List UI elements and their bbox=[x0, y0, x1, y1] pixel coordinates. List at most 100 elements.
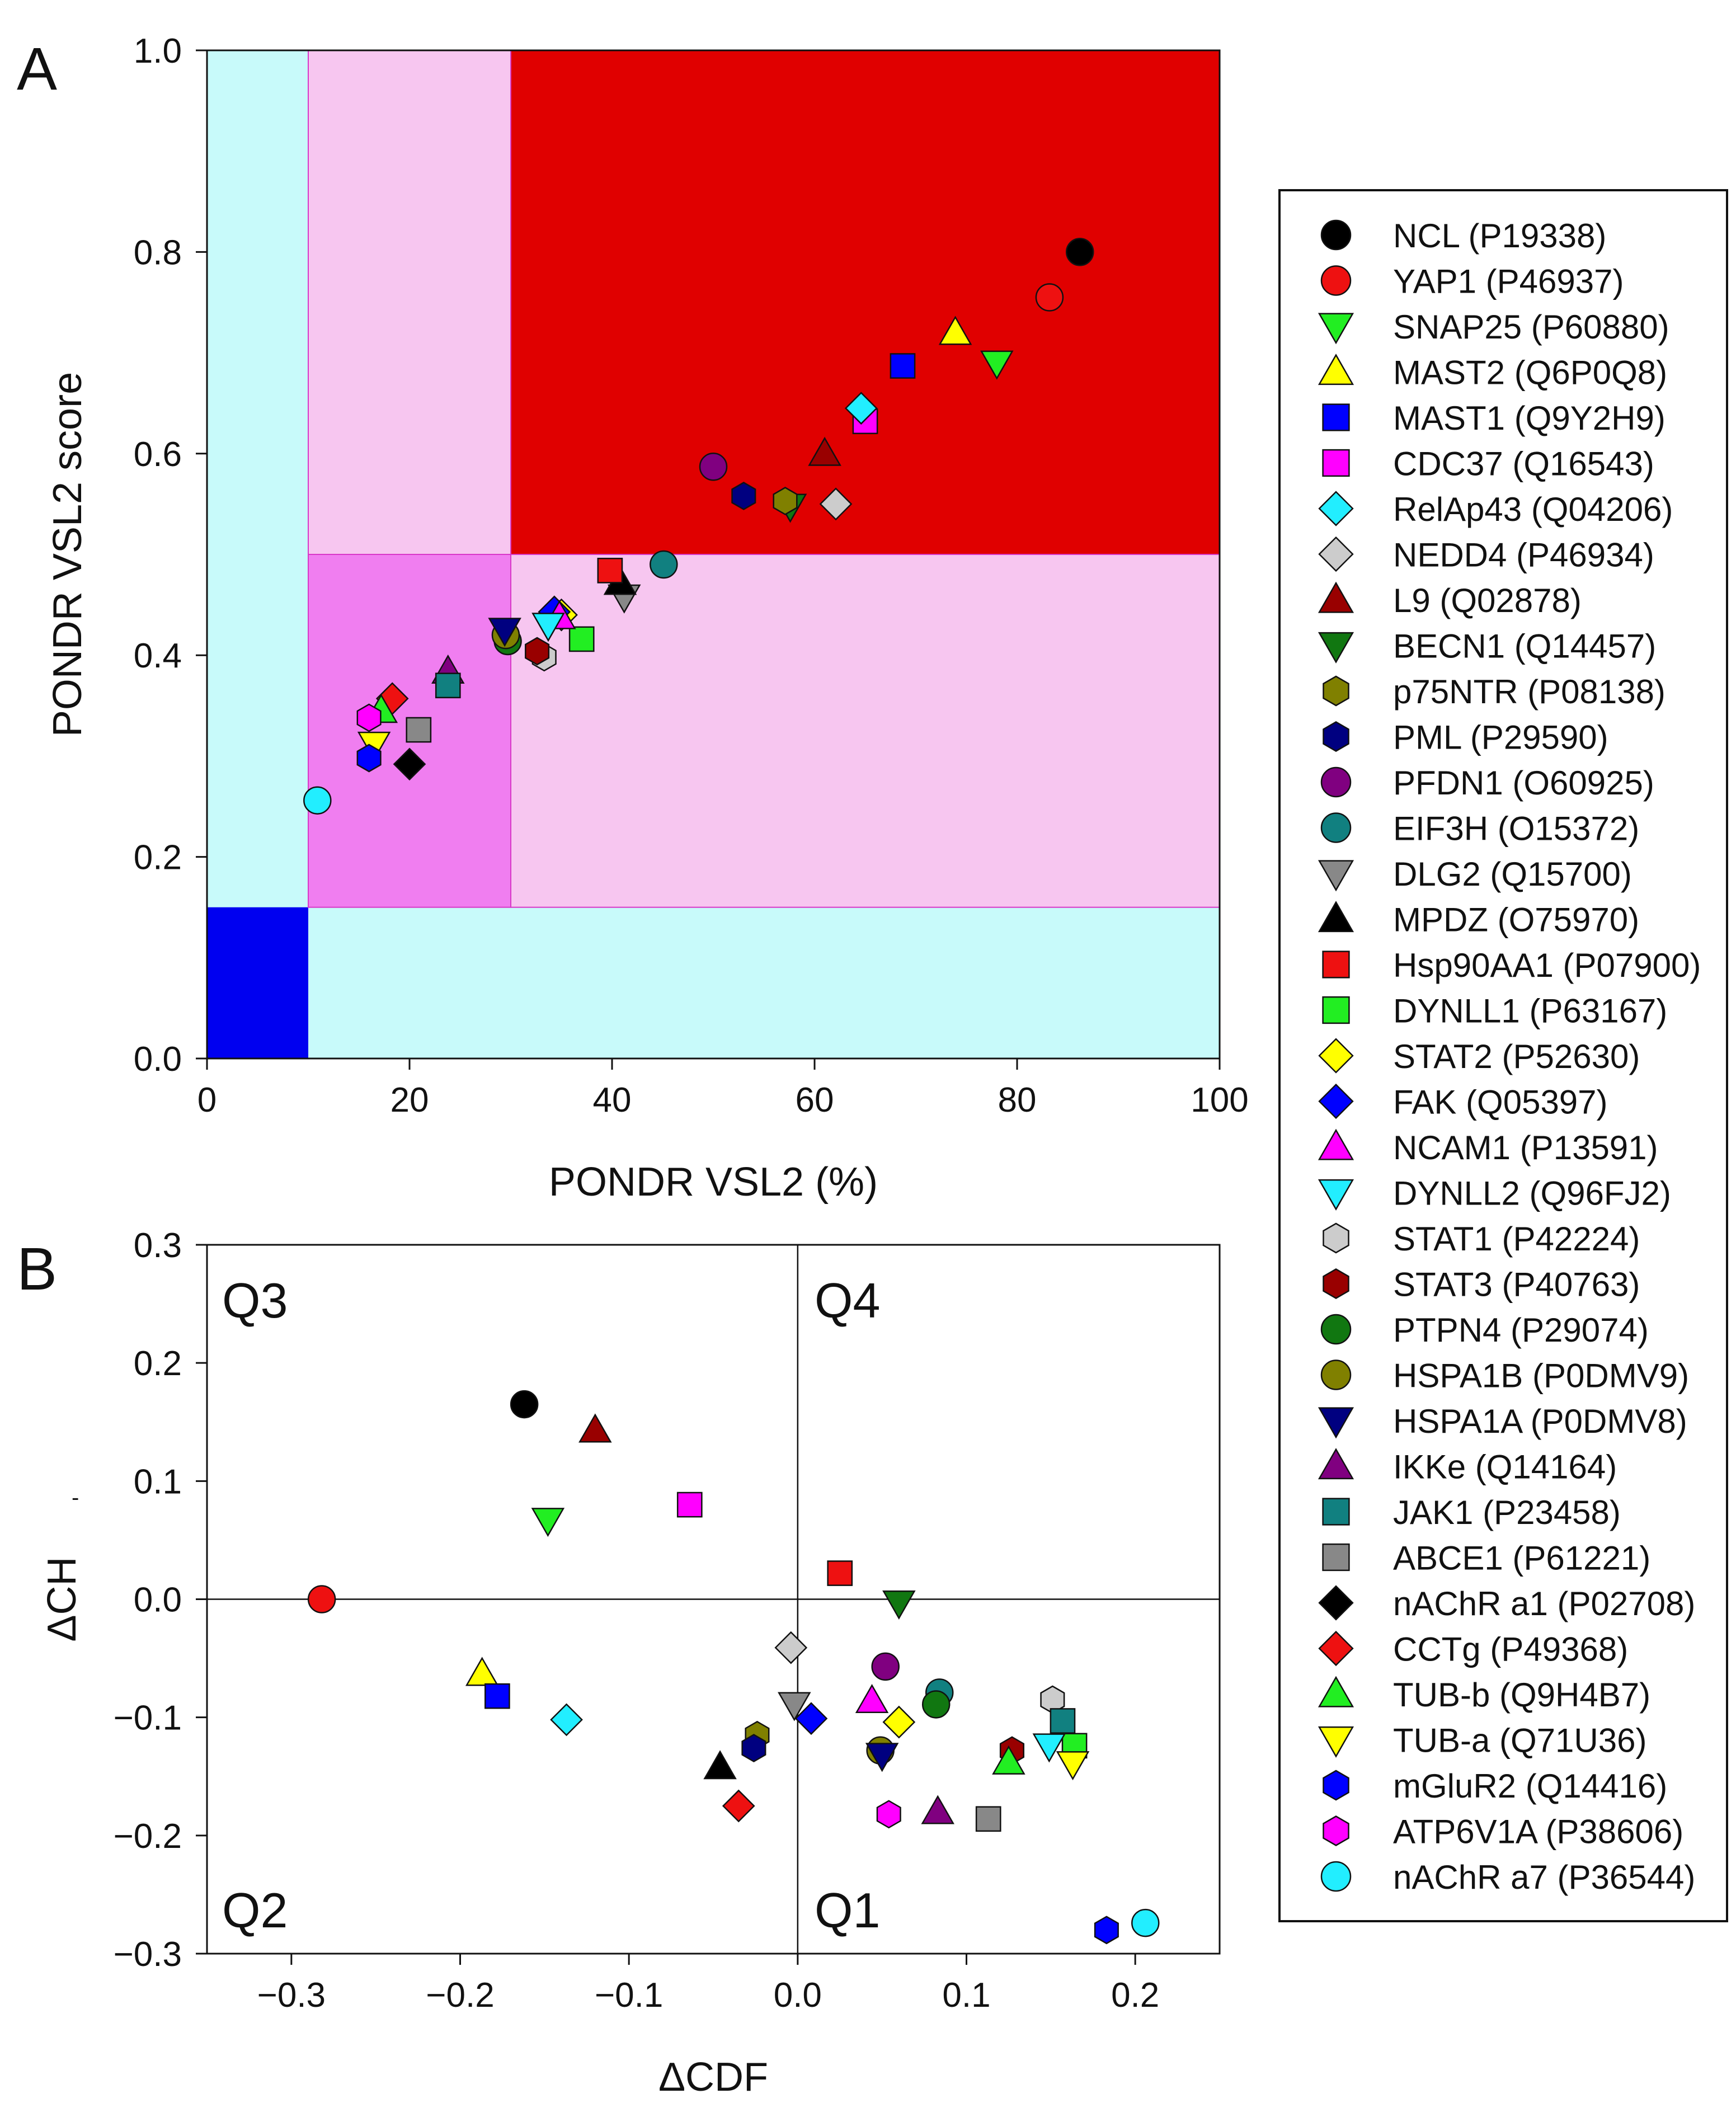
panel-b-point-hsp90aa1-p07900 bbox=[827, 1560, 853, 1586]
panel-a-point-abce1-p61221 bbox=[406, 717, 432, 743]
legend-label-nachr-a7-p36544: nAChR a7 (P36544) bbox=[1393, 1859, 1695, 1896]
legend-marker-eif3h-o15372 bbox=[1320, 812, 1352, 843]
legend-label-cctg-p49368: CCTg (P49368) bbox=[1393, 1631, 1628, 1668]
legend-label-jak1-p23458: JAK1 (P23458) bbox=[1393, 1494, 1621, 1531]
legend-marker-mglur2-q14416 bbox=[1323, 1770, 1349, 1801]
panel-b-x-tick-label: −0.2 bbox=[426, 1976, 494, 2015]
panel-b-quadrant-labels: Q3 Q4 Q2 Q1 bbox=[222, 1273, 880, 1938]
panel-a-ticks: 0 20 40 60 80 100 0.0 0.2 0.4 0.6 0.8 1.0 bbox=[134, 32, 1249, 1119]
panel-a-region-low-score-band bbox=[308, 907, 1220, 1058]
panel-a-point-relap43-q04206 bbox=[844, 392, 878, 425]
panel-a-point-nachr-a1-p02708 bbox=[393, 747, 426, 781]
legend-marker-dlg2-q15700 bbox=[1318, 860, 1354, 892]
legend-marker-yap1-p46937 bbox=[1320, 265, 1352, 296]
legend-label-yap1-p46937: YAP1 (P46937) bbox=[1393, 263, 1624, 300]
panel-a-point-mglur2-q14416 bbox=[356, 744, 382, 773]
panel-b-point-cdc37-q16543 bbox=[676, 1492, 703, 1518]
panel-a-x-tick-label: 0 bbox=[197, 1081, 217, 1119]
panel-a-point-l9-q02878 bbox=[808, 436, 841, 466]
panel-a-y-tick-label: 0.2 bbox=[134, 839, 182, 877]
panel-a-point-eif3h-o15372 bbox=[650, 550, 678, 579]
legend-marker-nachr-a7-p36544 bbox=[1320, 1861, 1352, 1892]
panel-b-point-tub-b-q9h4b7 bbox=[992, 1745, 1025, 1775]
quadrant-label-q2: Q2 bbox=[222, 1883, 288, 1938]
panel-b-point-becn1-q14457 bbox=[882, 1590, 916, 1620]
legend-marker-tub-b-q9h4b7 bbox=[1318, 1676, 1354, 1707]
legend-label-ikke-q14164: IKKe (Q14164) bbox=[1393, 1448, 1617, 1486]
legend-label-ptpn4-p29074: PTPN4 (P29074) bbox=[1393, 1311, 1649, 1349]
panel-b-point-nedd4-p46934 bbox=[774, 1631, 808, 1664]
legend-label-atp6v1a-p38606: ATP6V1A (P38606) bbox=[1393, 1813, 1683, 1851]
panel-b-point-jak1-p23458 bbox=[1050, 1708, 1076, 1734]
legend-marker-stat3-p40763 bbox=[1323, 1268, 1349, 1299]
legend-marker-mpdz-o75970 bbox=[1318, 901, 1354, 933]
legend-label-abce1-p61221: ABCE1 (P61221) bbox=[1393, 1540, 1650, 1577]
legend-label-nedd4-p46934: NEDD4 (P46934) bbox=[1393, 537, 1654, 574]
panel-a-point-p75ntr-p08138 bbox=[773, 487, 798, 515]
panel-b-point-cctg-p49368 bbox=[722, 1789, 755, 1823]
panel-a-y-tick-label: 0.4 bbox=[134, 637, 182, 675]
legend-marker-mast2-q6p0q8 bbox=[1318, 354, 1354, 385]
panel-b-y-tick-label: −0.1 bbox=[114, 1699, 182, 1738]
legend-box bbox=[1278, 189, 1728, 1922]
panel-a-point-nachr-a7-p36544 bbox=[303, 786, 332, 815]
panel-b-x-tick-label: 0.2 bbox=[1111, 1976, 1159, 2015]
panel-a-point-yap1-p46937 bbox=[1035, 283, 1064, 312]
panel-a-region-highly-disordered-both bbox=[511, 50, 1220, 554]
legend-label-dynll1-p63167: DYNLL1 (P63167) bbox=[1393, 992, 1667, 1030]
panel-b-points bbox=[307, 1390, 1160, 1945]
panel-b-point-ptpn4-p29074 bbox=[921, 1690, 951, 1719]
legend-marker-cctg-p49368 bbox=[1318, 1630, 1354, 1667]
panel-a-y-axis-label: PONDR VSL2 score bbox=[45, 372, 90, 737]
panel-b-ticks: −0.3 −0.2 −0.1 0.0 0.1 0.2 −0.3 −0.2 −0.1 0.0 0.1 0… bbox=[114, 1226, 1160, 2015]
panel-b-y-tick-label: 0.3 bbox=[134, 1226, 182, 1265]
panel-a-frame bbox=[206, 49, 1221, 1060]
legend-label-stat1-p42224: STAT1 (P42224) bbox=[1393, 1220, 1640, 1258]
legend: NCL (P19338) YAP1 (P46937) SNAP25 (P60880)… bbox=[1318, 217, 1701, 1896]
panel-a-x-tick-label: 60 bbox=[796, 1081, 834, 1119]
legend-marker-p75ntr-p08138 bbox=[1323, 675, 1349, 707]
legend-marker-hsp90aa1-p07900 bbox=[1322, 951, 1350, 978]
panel-b-y-tick-label: −0.2 bbox=[114, 1817, 182, 1856]
legend-label-mpdz-o75970: MPDZ (O75970) bbox=[1393, 901, 1639, 939]
legend-marker-fak-q05397 bbox=[1318, 1083, 1354, 1119]
panel-a-y-tick-label: 0.6 bbox=[134, 435, 182, 474]
panel-a-region-moderate-percent-high-score bbox=[308, 50, 511, 554]
panel-b-point-relap43-q04206 bbox=[550, 1703, 583, 1737]
legend-label-mglur2-q14416: mGluR2 (Q14416) bbox=[1393, 1767, 1667, 1805]
panel-a-point-dynll1-p63167 bbox=[568, 626, 595, 652]
legend-marker-becn1-q14457 bbox=[1318, 632, 1354, 664]
panel-a-point-stat3-p40763 bbox=[525, 637, 550, 666]
panel-a-point-mast1-q9y2h9 bbox=[890, 353, 916, 379]
quadrant-label-q1: Q1 bbox=[815, 1883, 880, 1938]
panel-b-point-mglur2-q14416 bbox=[1094, 1916, 1119, 1945]
legend-label-relap43-q04206: RelAp43 (Q04206) bbox=[1393, 491, 1673, 528]
panel-a-x-tick-label: 100 bbox=[1191, 1081, 1248, 1119]
legend-label-hsp90aa1-p07900: Hsp90AA1 (P07900) bbox=[1393, 947, 1701, 984]
legend-label-nachr-a1-p02708: nAChR a1 (P02708) bbox=[1393, 1585, 1695, 1622]
panel-b-point-ncl-p19338 bbox=[510, 1390, 539, 1419]
panel-a-point-jak1-p23458 bbox=[435, 672, 461, 699]
legend-label-ncl-p19338: NCL (P19338) bbox=[1393, 217, 1606, 255]
panel-a-region-high-percent-moderate-score bbox=[511, 554, 1220, 907]
legend-label-tub-a-q71u36: TUB-a (Q71U36) bbox=[1393, 1722, 1646, 1760]
panel-a-point-pml-p29590 bbox=[731, 482, 756, 510]
legend-label-snap25-p60880: SNAP25 (P60880) bbox=[1393, 308, 1669, 346]
legend-marker-jak1-p23458 bbox=[1322, 1498, 1350, 1526]
panel-b-point-snap25-p60880 bbox=[531, 1508, 565, 1537]
legend-label-cdc37-q16543: CDC37 (Q16543) bbox=[1393, 445, 1654, 483]
panel-b-stray-mark: - bbox=[72, 1485, 79, 1510]
legend-marker-abce1-p61221 bbox=[1322, 1543, 1350, 1572]
panel-b-point-ncam1-p13591 bbox=[855, 1683, 889, 1714]
legend-label-mast1-q9y2h9: MAST1 (Q9Y2H9) bbox=[1393, 399, 1666, 437]
panel-b-y-tick-label: −0.3 bbox=[114, 1935, 182, 1974]
legend-marker-dynll2-q96fj2 bbox=[1318, 1179, 1354, 1211]
panel-a-point-mast2-q6p0q8 bbox=[938, 316, 972, 345]
panel-b-x-tick-label: −0.3 bbox=[257, 1976, 326, 2015]
panel-b-point-l9-q02878 bbox=[578, 1413, 612, 1443]
legend-label-pml-p29590: PML (P29590) bbox=[1393, 719, 1608, 756]
panel-a-point-snap25-p60880 bbox=[980, 350, 1014, 380]
panel-a-point-atp6v1a-p38606 bbox=[356, 703, 382, 732]
panel-a-y-tick-label: 0.0 bbox=[134, 1040, 182, 1079]
